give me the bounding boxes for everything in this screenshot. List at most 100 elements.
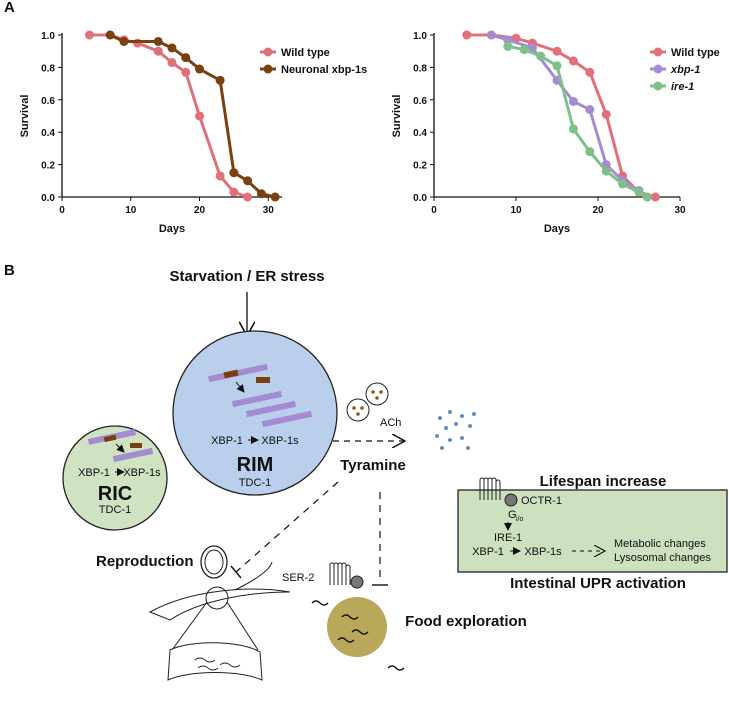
series-line	[507, 44, 648, 199]
legend-swatch	[263, 64, 273, 74]
data-point	[503, 35, 513, 45]
label: XBP-1s	[524, 546, 562, 558]
series-line	[109, 33, 276, 199]
legend-swatch	[263, 47, 273, 57]
charts: 0 10 20 30 0.0 0.2 0.4 0.6 0.8 1.0 Days Survival Wil…	[19, 30, 720, 235]
data-point	[552, 46, 562, 56]
data-point	[601, 166, 611, 176]
label: G	[508, 509, 517, 521]
legend-label: Wild type	[281, 47, 330, 59]
data-point	[85, 30, 94, 40]
series-line	[490, 33, 649, 199]
y-tick-label: 0.2	[41, 161, 55, 172]
label: Intestinal UPR activation	[510, 575, 686, 592]
label: Reproduction	[96, 553, 194, 570]
label: Lifespan increase	[540, 473, 667, 490]
y-tick-label: 0.8	[413, 63, 427, 74]
data-point	[568, 56, 578, 66]
mrna	[112, 447, 154, 463]
mrna	[245, 400, 297, 418]
data-point	[527, 43, 537, 53]
data-point	[503, 41, 513, 51]
mrna	[261, 410, 313, 428]
y-tick-label: 0.6	[413, 96, 427, 107]
arrow	[235, 381, 245, 393]
zoom	[205, 586, 229, 610]
label: OCTR-1	[521, 495, 562, 507]
inhibition-bar	[230, 565, 242, 579]
x-tick-label: 0	[59, 205, 65, 216]
neuron-name: RIC	[98, 483, 132, 505]
zoom	[171, 601, 259, 651]
y-tick-label: 1.0	[41, 31, 55, 42]
data-point	[585, 105, 595, 115]
data-point	[195, 111, 204, 121]
y-tick-label: 0.0	[41, 193, 55, 204]
g-protein	[504, 493, 518, 507]
label: Tyramine	[340, 457, 406, 474]
data-point	[601, 109, 611, 119]
data-point	[229, 187, 239, 197]
data-point	[229, 168, 239, 178]
data-point	[133, 38, 143, 48]
label: Metabolic changes	[614, 538, 706, 550]
series-line	[89, 33, 249, 199]
data-point	[181, 67, 191, 77]
data-point	[552, 61, 562, 71]
data-point	[650, 192, 660, 202]
diagram: B Starvation / ER stress XBP-1 XBP-1s RI…	[4, 262, 728, 681]
eggs	[194, 657, 241, 671]
inhibition	[235, 481, 339, 573]
label: ACh	[380, 417, 401, 429]
x-axis-label: Days	[544, 223, 570, 235]
x-tick-label: 20	[592, 205, 604, 216]
tyramine-molecules	[435, 410, 476, 450]
label: SER-2	[282, 572, 314, 584]
data-point	[181, 53, 191, 63]
data-point	[618, 179, 628, 189]
data-point	[153, 46, 163, 56]
neuron-name: RIM	[237, 454, 274, 476]
data-point	[634, 187, 644, 197]
zoom-view	[167, 642, 263, 681]
x-tick-label: 30	[674, 205, 686, 216]
label: XBP-1s	[261, 435, 299, 447]
y-tick-label: 0.0	[413, 193, 427, 204]
x-tick-label: 0	[431, 205, 437, 216]
x-tick-label: 30	[263, 205, 275, 216]
data-point	[536, 51, 546, 61]
label: XBP-1	[472, 546, 504, 558]
data-point	[195, 64, 204, 74]
data-point	[167, 58, 177, 68]
data-point	[256, 189, 266, 199]
bacteria	[311, 600, 405, 671]
legend-swatch	[653, 81, 663, 91]
x-tick-label: 10	[125, 205, 137, 216]
y-tick-label: 0.6	[41, 96, 55, 107]
worm	[234, 561, 273, 591]
legend-swatch	[653, 64, 663, 74]
label: XBP-1	[211, 435, 243, 447]
vesicle-content	[352, 390, 383, 416]
y-tick-label: 0.8	[41, 63, 55, 74]
data-point	[215, 171, 225, 181]
intron	[130, 443, 142, 448]
g-protein	[350, 575, 364, 589]
legend-label: Neuronal xbp-1s	[281, 64, 367, 76]
food	[327, 597, 387, 657]
vesicle	[346, 398, 370, 422]
intron	[103, 434, 117, 443]
x-tick-label: 10	[510, 205, 522, 216]
data-point	[642, 192, 652, 202]
data-point	[270, 192, 280, 202]
intron	[223, 369, 239, 379]
legend-label: Wild type	[671, 47, 720, 59]
label: Food exploration	[405, 613, 527, 630]
x-tick-label: 20	[194, 205, 206, 216]
y-tick-label: 0.4	[41, 128, 55, 139]
label: i/o	[516, 516, 524, 523]
legend-label: ire-1	[671, 81, 694, 93]
panel-label: B	[4, 262, 15, 279]
vesicle	[365, 382, 389, 406]
